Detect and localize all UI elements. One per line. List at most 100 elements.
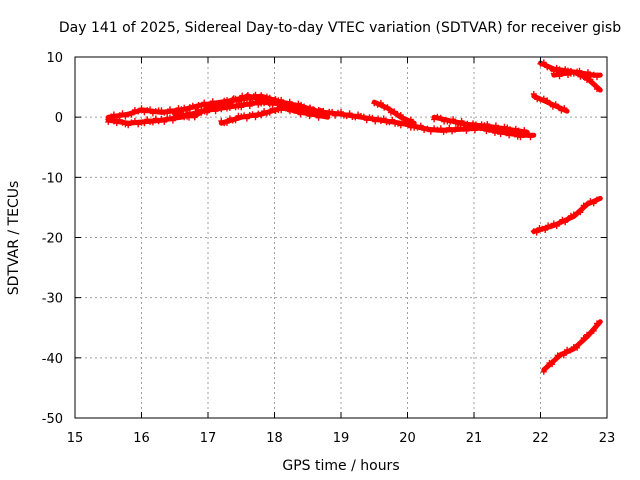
data-point (556, 66, 563, 73)
data-point (380, 115, 387, 122)
data-point (527, 134, 534, 141)
data-point (387, 109, 394, 116)
data-point (263, 110, 270, 117)
data-point (125, 122, 132, 129)
data-point (314, 110, 321, 117)
data-point (389, 116, 396, 123)
data-point (191, 114, 198, 121)
data-point (553, 223, 560, 230)
data-point (266, 109, 273, 116)
data-point (201, 108, 208, 115)
data-point (574, 68, 581, 75)
data-point (397, 112, 404, 118)
data-series (431, 113, 530, 137)
data-point (186, 104, 193, 111)
data-point (149, 119, 156, 126)
data-point (475, 124, 482, 131)
data-point (577, 209, 584, 216)
data-point (434, 126, 441, 133)
data-point (238, 104, 245, 111)
data-point (492, 122, 499, 129)
data-point (545, 222, 552, 229)
data-point (227, 99, 234, 106)
data-point (224, 119, 230, 126)
data-point (320, 107, 327, 114)
y-tick-label: -10 (42, 171, 63, 186)
data-point (556, 219, 563, 226)
data-point (567, 347, 574, 354)
data-point (497, 131, 504, 138)
data-point (244, 92, 251, 98)
data-point (236, 96, 243, 103)
data-point (540, 59, 547, 66)
data-point (323, 111, 330, 118)
data-point (584, 77, 590, 84)
data-series (540, 319, 603, 375)
y-tick-label: -40 (42, 352, 63, 367)
data-series (530, 91, 570, 114)
data-point (252, 114, 259, 121)
data-point (135, 108, 142, 115)
data-point (458, 118, 465, 124)
data-point (431, 116, 438, 123)
x-tick-label: 21 (466, 431, 483, 446)
data-point (108, 115, 115, 122)
data-point (401, 117, 408, 123)
data-point (472, 127, 478, 134)
data-point (427, 128, 434, 135)
x-tick-label: 20 (399, 431, 416, 446)
data-point (119, 110, 126, 117)
data-point (484, 121, 491, 128)
data-point (209, 98, 216, 105)
data-point (363, 117, 370, 124)
data-point (253, 94, 260, 100)
data-point (580, 335, 587, 341)
data-point (343, 113, 350, 120)
data-point (407, 116, 414, 123)
y-tick-labels: 10 0 -10 -20 -30 -40 -50 (42, 51, 63, 427)
data-point (585, 69, 591, 76)
data-point (560, 352, 567, 359)
data-point (135, 121, 142, 128)
data-point (235, 103, 242, 110)
data-point (255, 101, 262, 108)
data-point (517, 134, 524, 141)
data-point (278, 107, 285, 114)
data-point (183, 110, 190, 117)
data-point (417, 122, 424, 129)
data-point (272, 107, 279, 114)
data-point (515, 127, 522, 134)
data-series (530, 195, 603, 236)
y-axis-title: SDTVAR / TECUs (6, 181, 22, 296)
data-point (384, 104, 391, 111)
data-point (377, 99, 384, 106)
y-tick-label: 10 (46, 51, 63, 66)
data-point (259, 95, 266, 102)
data-point (232, 117, 239, 124)
data-point (338, 109, 344, 115)
data-point (352, 114, 359, 121)
data-point (280, 100, 287, 107)
x-tick-label: 17 (200, 431, 217, 446)
data-point (530, 91, 537, 97)
data-point (590, 71, 597, 78)
series-layer (105, 59, 603, 375)
data-point (424, 125, 431, 132)
y-tick-label: 0 (55, 111, 63, 126)
data-point (562, 219, 569, 226)
y-tick-label: -30 (42, 292, 63, 307)
data-point (537, 96, 544, 103)
data-point (258, 112, 265, 119)
data-point (590, 80, 597, 87)
data-point (271, 96, 278, 103)
data-point (570, 69, 577, 76)
data-point (394, 111, 401, 117)
data-point (590, 200, 597, 207)
data-point (241, 112, 248, 119)
data-point (542, 227, 549, 233)
data-point (110, 111, 117, 118)
data-point (570, 344, 577, 350)
x-tick-label: 15 (67, 431, 84, 446)
data-point (437, 114, 444, 121)
